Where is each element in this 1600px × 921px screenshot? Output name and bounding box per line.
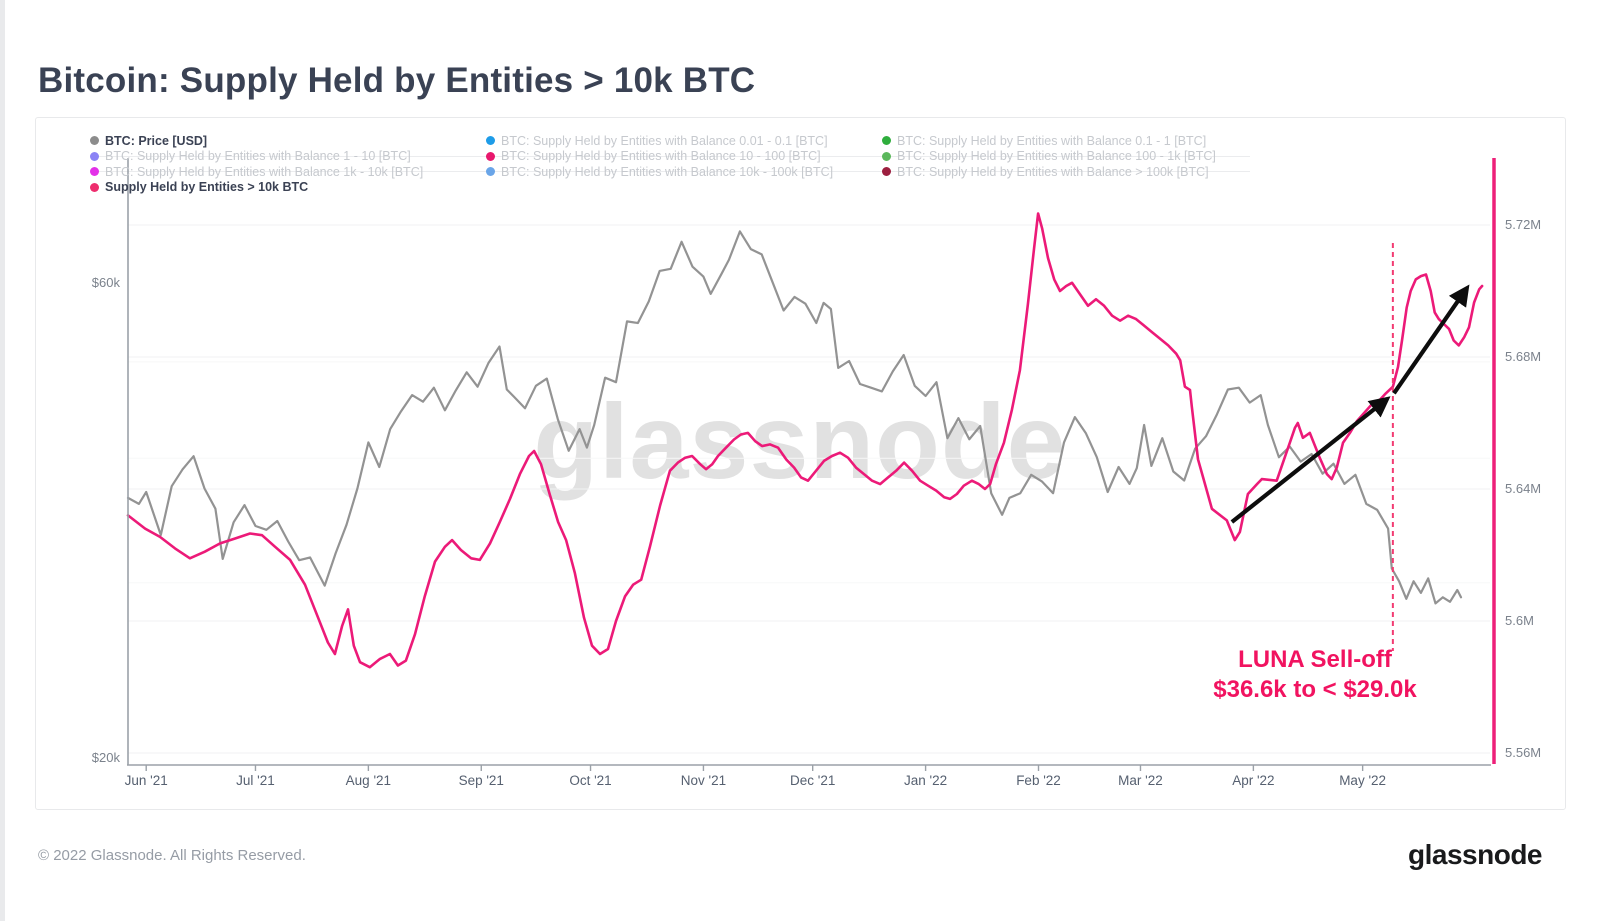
x-axis-tick-label: Feb '22 [1016, 773, 1061, 788]
x-axis-tick-label: Jan '22 [904, 773, 948, 788]
y-left-tick-label: $20k [91, 750, 120, 765]
legend-series-dot [882, 136, 891, 145]
x-axis-tick-label: Nov '21 [680, 773, 727, 788]
legend-series-label: BTC: Supply Held by Entities with Balanc… [105, 149, 411, 163]
legend-series-dot [90, 151, 99, 161]
x-axis-tick-label: Dec '21 [790, 773, 836, 788]
legend-item[interactable]: BTC: Supply Held by Entities with Balanc… [486, 133, 828, 148]
legend-item[interactable]: BTC: Supply Held by Entities with Balanc… [90, 149, 411, 164]
annotation-marks [1230, 243, 1470, 651]
legend-series-label: BTC: Supply Held by Entities with Balanc… [897, 164, 1209, 179]
gridlines [95, 156, 1490, 754]
legend-series-dot [90, 136, 99, 145]
legend-item[interactable]: BTC: Supply Held by Entities with Balanc… [90, 164, 423, 179]
legend-series-dot [486, 136, 495, 145]
luna-selloff-annotation: LUNA Sell-off $36.6k to < $29.0k [1160, 645, 1470, 705]
x-axis-tick-label: May '22 [1339, 773, 1387, 788]
luna-annotation-line1: LUNA Sell-off [1238, 646, 1392, 673]
x-axis-tick-label: Oct '21 [569, 773, 612, 788]
legend-item[interactable]: BTC: Supply Held by Entities with Balanc… [486, 164, 833, 179]
y-right-tick-label: 5.56M [1505, 745, 1542, 760]
x-axis-tick-label: Jun '21 [124, 773, 168, 788]
x-axis-tick-label: Sep '21 [458, 773, 504, 788]
legend-series-dot [486, 151, 495, 161]
legend-series-dot [882, 151, 891, 161]
y-right-tick-label: 5.64M [1505, 481, 1542, 496]
legend-series-label: BTC: Supply Held by Entities with Balanc… [501, 133, 828, 148]
price-line[interactable] [126, 230, 1463, 605]
glassnode-watermark: glassnode [533, 383, 1067, 501]
legend-item[interactable]: Supply Held by Entities > 10k BTC [90, 180, 308, 195]
legend-item[interactable]: BTC: Supply Held by Entities with Balanc… [882, 149, 1216, 164]
supply-line[interactable] [126, 212, 1484, 669]
copyright-text: © 2022 Glassnode. All Rights Reserved. [38, 847, 306, 864]
luna-annotation-line2: $36.6k to < $29.0k [1213, 676, 1417, 703]
legend-item[interactable]: BTC: Supply Held by Entities with Balanc… [882, 133, 1206, 148]
legend-series-label: BTC: Supply Held by Entities with Balanc… [897, 149, 1216, 163]
x-axis-tick-label: Aug '21 [345, 773, 392, 788]
legend-series-label: BTC: Supply Held by Entities with Balanc… [105, 164, 424, 179]
chart-card [35, 117, 1566, 810]
y-right-tick-label: 5.68M [1505, 349, 1542, 364]
legend-series-dot [90, 167, 99, 176]
legend-series-dot [90, 182, 99, 192]
legend-series-dot [882, 167, 891, 176]
legend-series-label: BTC: Supply Held by Entities with Balanc… [501, 149, 821, 163]
page-title: Bitcoin: Supply Held by Entities > 10k B… [38, 61, 756, 101]
legend-series-label: BTC: Price [USD] [105, 133, 208, 148]
y-right-tick-label: 5.6M [1505, 613, 1534, 628]
legend-series-label: Supply Held by Entities > 10k BTC [105, 180, 309, 194]
glassnode-logo: glassnode [1408, 839, 1542, 870]
legend-item[interactable]: BTC: Price [USD] [90, 133, 207, 148]
axes [127, 158, 1496, 771]
legend-series-label: BTC: Supply Held by Entities with Balanc… [897, 133, 1207, 148]
x-axis-tick-label: Apr '22 [1232, 773, 1275, 788]
x-axis-tick-label: Mar '22 [1118, 773, 1163, 788]
series-lines [126, 212, 1484, 669]
legend-item[interactable]: BTC: Supply Held by Entities with Balanc… [882, 164, 1209, 179]
x-axis-tick-label: Jul '21 [236, 773, 275, 788]
legend-item[interactable]: BTC: Supply Held by Entities with Balanc… [486, 149, 821, 164]
legend-series-dot [486, 167, 495, 176]
y-right-tick-label: 5.72M [1505, 217, 1542, 232]
y-left-tick-label: $60k [91, 275, 120, 290]
legend-series-label: BTC: Supply Held by Entities with Balanc… [501, 164, 834, 179]
window-edge [0, 0, 5, 921]
